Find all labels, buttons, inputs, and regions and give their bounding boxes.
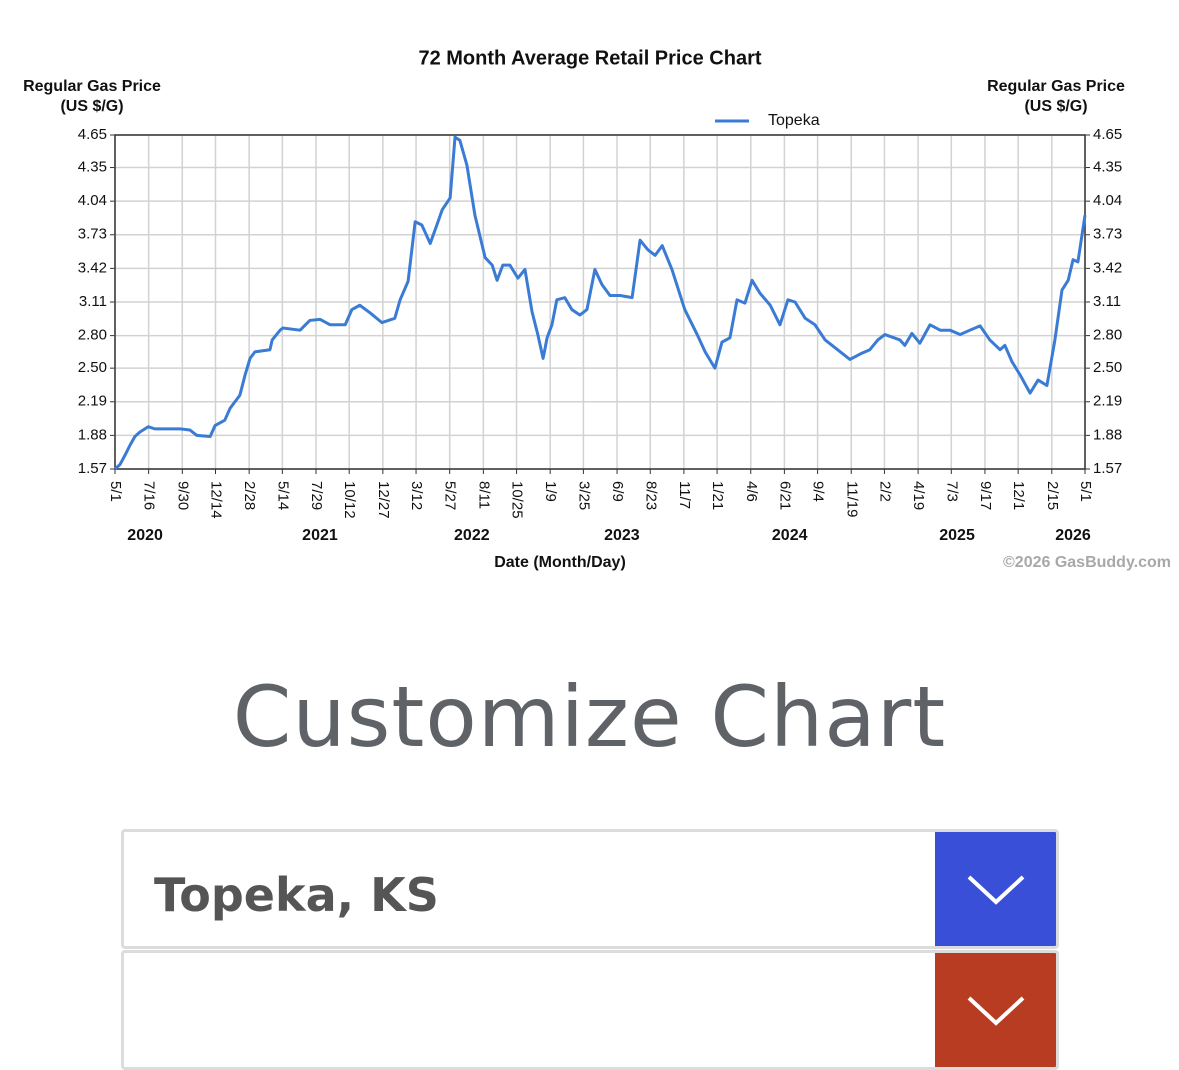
x-tick-label: 4/6 [743, 481, 760, 502]
x-tick-label: 11/7 [676, 481, 693, 509]
x-tick-label: 5/14 [274, 481, 291, 510]
dropdown-button[interactable] [935, 832, 1056, 946]
y2-axis-title: Regular Gas Price (US $/G) [987, 78, 1125, 115]
x-tick-label: 9/17 [977, 481, 994, 510]
x-tick-label: 7/3 [943, 481, 960, 502]
page: 72 Month Average Retail Price Chart ©202… [23, 47, 1171, 1070]
y-tick-label: 3.42 [78, 259, 107, 276]
y-tick-label: 4.35 [78, 159, 107, 176]
x-tick-label: 10/25 [509, 481, 526, 519]
chart: 72 Month Average Retail Price Chart ©202… [78, 47, 1171, 571]
year-label: 2023 [604, 527, 640, 544]
x-tick-label: 8/23 [642, 481, 659, 510]
watermark: ©2026 GasBuddy.com [1003, 554, 1171, 571]
x-tick-label: 5/1 [1077, 481, 1094, 502]
x-tick-label: 7/16 [141, 481, 158, 510]
y2-tick-label: 3.42 [1093, 259, 1122, 276]
plot-frame [114, 134, 1086, 470]
year-label: 2025 [939, 527, 975, 544]
chart-title: 72 Month Average Retail Price Chart [418, 47, 761, 69]
y-tick-label: 4.04 [78, 192, 107, 209]
year-label: 2026 [1055, 527, 1091, 544]
x-tick-label: 5/27 [442, 481, 459, 510]
x-tick-label: 6/9 [609, 481, 626, 502]
x-tick-label: 1/21 [709, 481, 726, 510]
price-line [114, 135, 1087, 471]
x-tick-label: 12/1 [1010, 481, 1027, 510]
y2-tick-label: 4.65 [1093, 126, 1122, 143]
x-tick-label: 2/15 [1044, 481, 1061, 510]
x-tick-label: 8/11 [475, 481, 492, 509]
x-tick-label: 2/2 [876, 481, 893, 502]
y2-tick-label: 3.11 [1093, 293, 1121, 310]
legend-label: Topeka [768, 112, 820, 129]
year-label: 2022 [454, 527, 490, 544]
y2-tick-label: 1.57 [1093, 460, 1122, 477]
x-tick-label: 2/28 [241, 481, 258, 510]
y-tick-label: 2.80 [78, 327, 107, 344]
y-tick-label: 3.73 [78, 226, 107, 243]
x-tick-label: 3/12 [408, 481, 425, 510]
y-tick-label: 2.19 [78, 393, 107, 410]
chart-type-select[interactable] [121, 950, 1059, 1070]
x-tick-label: 11/19 [843, 481, 860, 517]
x-tick-label: 9/30 [174, 481, 191, 510]
y2-tick-label: 4.04 [1093, 192, 1122, 209]
x-tick-label: 12/27 [375, 481, 392, 519]
year-label: 2024 [772, 527, 808, 544]
y-tick-label: 1.57 [78, 460, 107, 477]
location-select[interactable]: Topeka, KS [121, 829, 1059, 949]
x-tick-label: 4/19 [910, 481, 927, 510]
y2-tick-label: 3.73 [1093, 226, 1122, 243]
year-label: 2021 [302, 527, 338, 544]
x-tick-label: 1/9 [542, 481, 559, 502]
dropdown-button[interactable] [935, 953, 1056, 1067]
y-axis-title: Regular Gas Price (US $/G) [23, 78, 161, 115]
x-tick-label: 10/12 [341, 481, 358, 519]
y2-tick-label: 2.19 [1093, 393, 1122, 410]
y-tick-label: 4.65 [78, 126, 107, 143]
y-tick-label: 3.11 [79, 293, 107, 310]
x-tick-label: 6/21 [776, 481, 793, 510]
y2-tick-label: 2.50 [1093, 359, 1122, 376]
x-tick-label: 12/14 [208, 481, 225, 519]
y-tick-label: 2.50 [78, 359, 107, 376]
year-label: 2020 [127, 527, 163, 544]
x-tick-label: 9/4 [810, 481, 827, 502]
x-axis-title: Date (Month/Day) [494, 554, 626, 571]
section-heading: Customize Chart [232, 668, 947, 766]
y2-tick-label: 1.88 [1093, 426, 1122, 443]
x-tick-label: 5/1 [107, 481, 124, 502]
y-tick-label: 1.88 [78, 426, 107, 443]
y2-tick-label: 4.35 [1093, 159, 1122, 176]
x-tick-label: 7/29 [308, 481, 325, 510]
y2-tick-label: 2.80 [1093, 327, 1122, 344]
x-tick-label: 3/25 [575, 481, 592, 510]
location-label: Topeka, KS [154, 868, 439, 922]
